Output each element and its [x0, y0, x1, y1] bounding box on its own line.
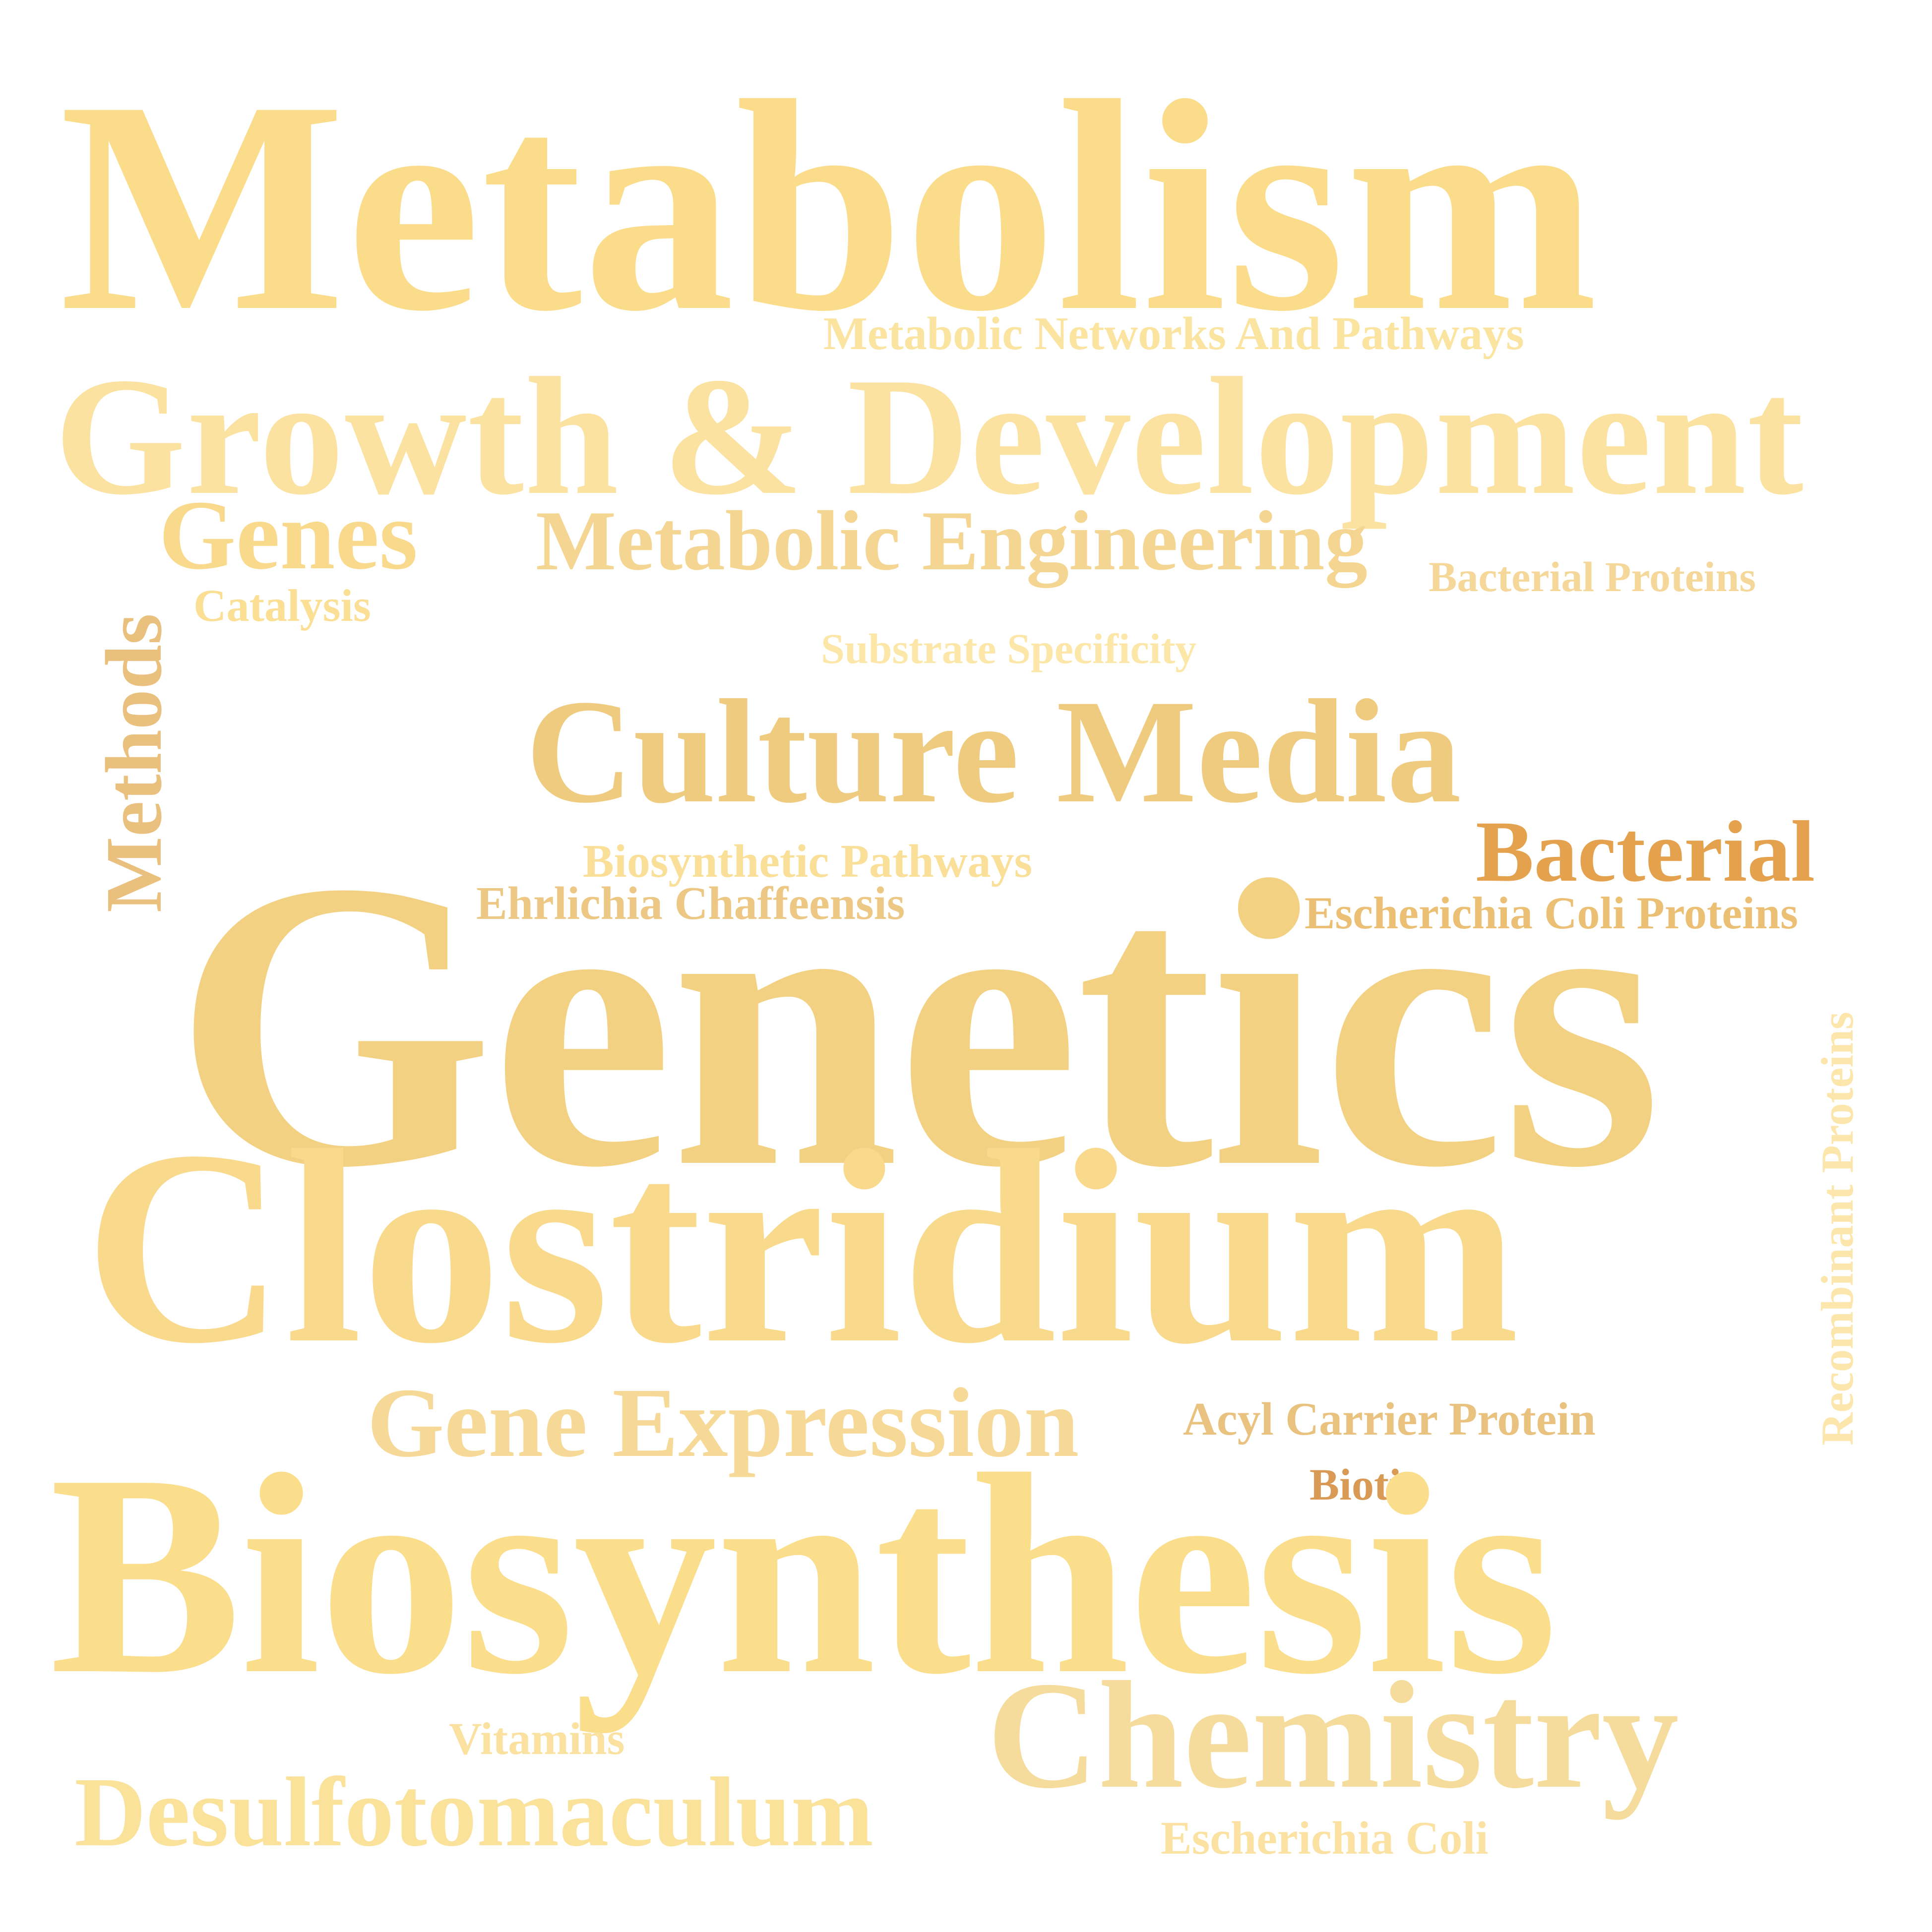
word-biotin: Biotin [1309, 1460, 1427, 1509]
word-desulfotomaculum: Desulfotomaculum [74, 1757, 874, 1867]
word-biosynthesis: Biosynthesis [50, 1415, 1558, 1734]
word-methods: Methods [90, 613, 179, 912]
word-vitamins: Vitamins [449, 1713, 625, 1764]
word-chemistry: Chemistry [987, 1650, 1679, 1820]
word-metabolic-networks-and-pathways: Metabolic Networks And Pathways [823, 308, 1524, 360]
word-metabolism: Metabolism [60, 38, 1599, 373]
word-bacterial: Bacterial [1476, 803, 1815, 900]
word-metabolic-engineering: Metabolic Engineering [536, 494, 1368, 588]
word-biosynthetic-pathways: Biosynthetic Pathways [583, 836, 1033, 887]
word-growth-and-development: Growth & Development [55, 343, 1805, 530]
word-gene-expression: Gene Expression [367, 1368, 1079, 1478]
word-ehrlichia-chaffeensis: Ehrlichia Chaffeensis [476, 878, 905, 929]
word-escherichia-coli: Escherichia Coli [1161, 1812, 1489, 1864]
word-catalysis: Catalysis [193, 580, 371, 631]
word-substrate-specificity: Substrate Specificity [821, 625, 1197, 672]
word-recombinant-proteins: Recombinant Proteins [1812, 1012, 1863, 1446]
word-genes: Genes [159, 481, 418, 590]
word-culture-media: Culture Media [526, 669, 1461, 834]
word-acyl-carrier-protein: Acyl Carrier Protein [1183, 1393, 1596, 1445]
word-escherichia-coli-proteins: Escherichia Coli Proteins [1305, 888, 1798, 938]
word-bacterial-proteins: Bacterial Proteins [1429, 553, 1756, 601]
word-clostridium: Clostridium [84, 1093, 1520, 1401]
word-genetics: Genetics [174, 796, 1662, 1252]
